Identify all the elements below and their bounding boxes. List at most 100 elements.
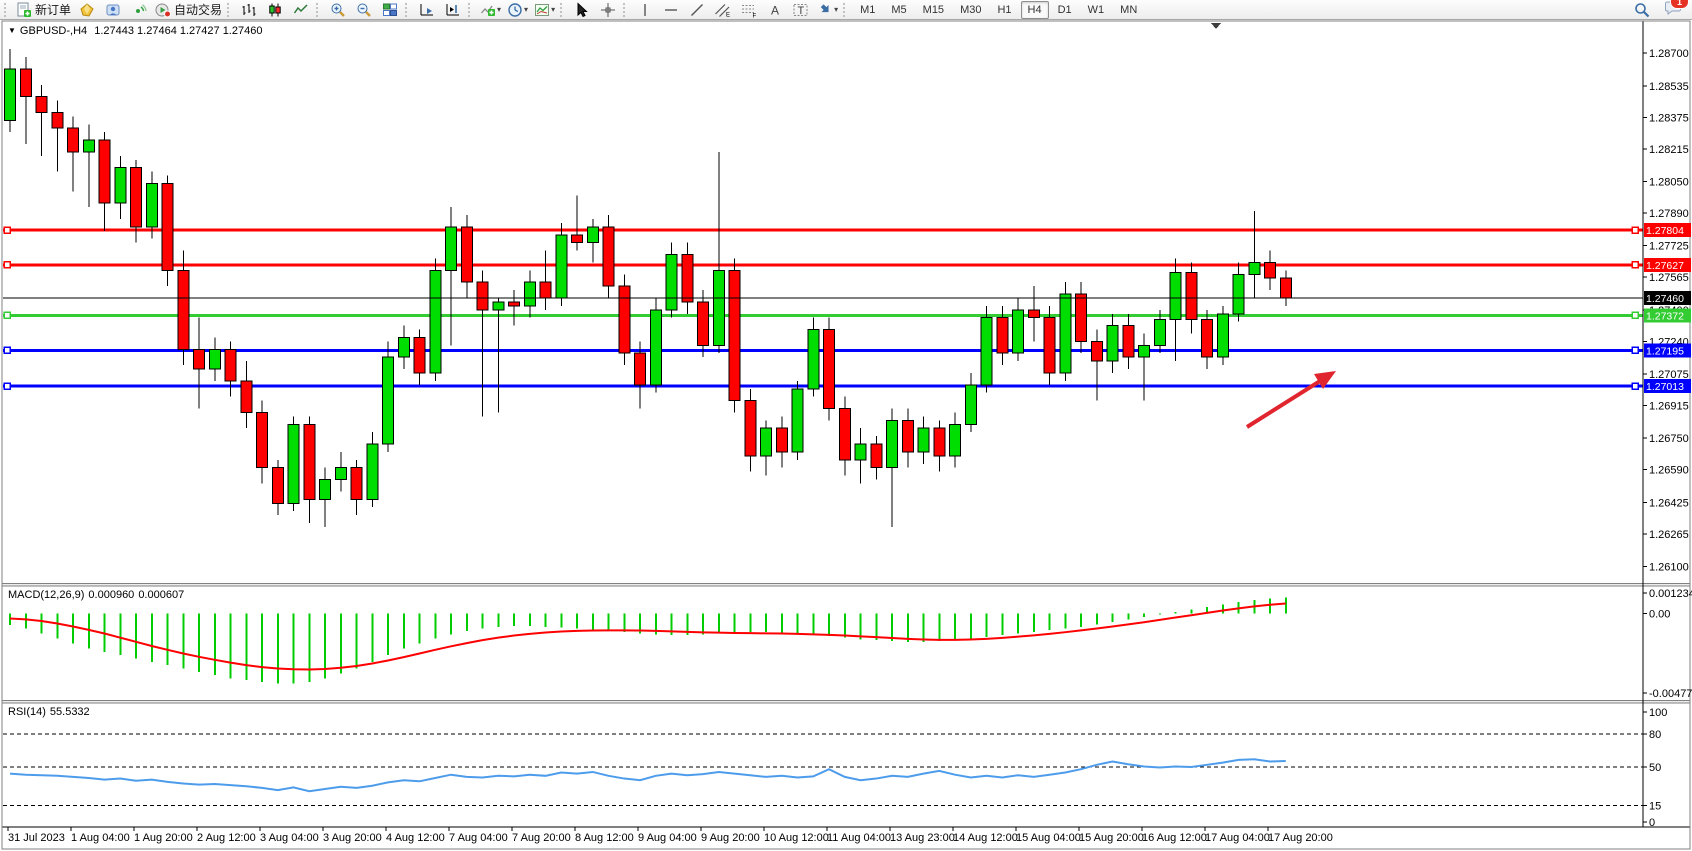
line-handle[interactable]: [1631, 311, 1639, 320]
toolbar-grip[interactable]: [468, 2, 473, 17]
line-chart-icon: [293, 2, 309, 18]
templates-button[interactable]: ▾: [531, 0, 558, 20]
time-axis-label: 3 Aug 20:00: [323, 832, 382, 844]
arrows-tool-button[interactable]: ▾: [814, 0, 841, 20]
time-axis-label: 15 Aug 04:00: [1016, 832, 1081, 844]
candle-bull: [145, 182, 158, 228]
timeframe-button-m5[interactable]: M5: [891, 3, 907, 16]
timeframe-group: M1 M5 M15 M30 H1 H4 D1 W1 MN: [852, 0, 1145, 19]
line-chart-type-button[interactable]: [288, 0, 314, 20]
line-handle[interactable]: [3, 382, 11, 390]
toolbar-grip[interactable]: [843, 2, 848, 17]
equidistant-channel-tool-button[interactable]: E: [710, 0, 736, 20]
timeframe-button-m15[interactable]: M15: [922, 3, 945, 16]
chart-shift-marker[interactable]: [1211, 23, 1221, 29]
line-handle[interactable]: [1631, 261, 1639, 269]
dropdown-arrow-icon: ▾: [551, 5, 556, 14]
cursor-tool-button[interactable]: [569, 0, 595, 20]
timeframe-button-m1[interactable]: M1: [860, 3, 876, 16]
timeframe-button-m30[interactable]: M30: [960, 3, 982, 16]
toolbar-grip[interactable]: [227, 2, 232, 17]
candle-bear: [681, 254, 694, 303]
candle-bear: [1090, 340, 1103, 362]
dropdown-arrow-icon: ▾: [524, 5, 529, 14]
line-handle[interactable]: [1631, 346, 1639, 355]
trend-arrow-head[interactable]: [1314, 371, 1336, 389]
candle-bear: [1075, 293, 1087, 342]
toolbar-grip[interactable]: [405, 2, 410, 17]
chart-window-frame: [1, 20, 1691, 850]
macd-label: MACD(12,26,9): [8, 589, 85, 601]
line-handle[interactable]: [3, 226, 11, 234]
line-handle[interactable]: [1631, 226, 1639, 234]
periods-button[interactable]: ▾: [504, 0, 531, 20]
horizontal-line-tool-button[interactable]: [658, 0, 684, 20]
candle-bear: [996, 317, 1009, 354]
dropdown-arrow-icon: ▾: [834, 5, 839, 14]
candle-bull: [807, 329, 820, 390]
line-handle[interactable]: [3, 311, 11, 320]
navigator-button[interactable]: [100, 0, 126, 20]
price-badge: [1644, 290, 1691, 305]
candle-bear: [1279, 277, 1292, 299]
timeframe-button-h4[interactable]: H4: [1020, 0, 1049, 19]
candle-bull: [886, 419, 898, 469]
candle-bear: [838, 408, 851, 461]
signals-button[interactable]: [126, 0, 152, 20]
zoom-out-button[interactable]: [351, 0, 377, 20]
time-axis-label: 9 Aug 20:00: [701, 832, 760, 844]
new-order-button[interactable]: 新订单: [13, 0, 74, 20]
fibonacci-tool-button[interactable]: F: [736, 0, 762, 20]
search-icon: [1634, 2, 1650, 18]
toolbar-grip[interactable]: [316, 2, 321, 17]
candlestick-type-button[interactable]: [262, 0, 288, 20]
toolbar-grip[interactable]: [560, 2, 565, 17]
market-watch-button[interactable]: [74, 0, 100, 20]
timeframe-button-w1[interactable]: W1: [1087, 3, 1105, 16]
timeframe-button-h1[interactable]: H1: [997, 3, 1012, 16]
price-tick-label: 1.28215: [1649, 144, 1689, 156]
candle-bear: [240, 380, 253, 413]
vertical-line-icon: [638, 2, 652, 18]
candle-bull: [334, 467, 347, 481]
time-axis-label: 7 Aug 20:00: [512, 832, 571, 844]
one-click-menu-arrow[interactable]: ▼: [8, 26, 16, 35]
candle-bull: [760, 427, 772, 457]
template-chart-icon: [534, 2, 550, 18]
timeframe-button-mn[interactable]: MN: [1120, 3, 1138, 16]
trendline-tool-button[interactable]: [684, 0, 710, 20]
timeframe-button-d1[interactable]: D1: [1057, 3, 1072, 16]
text-tool-button[interactable]: A: [762, 0, 788, 20]
text-label-tool-button[interactable]: T: [788, 0, 814, 20]
autotrading-button[interactable]: 自动交易: [152, 0, 225, 20]
zoom-in-button[interactable]: [325, 0, 351, 20]
panel-splitter[interactable]: [2, 583, 1690, 587]
tile-windows-button[interactable]: [377, 0, 403, 20]
rsi-axis-label: 50: [1649, 762, 1661, 774]
indicators-icon: [480, 2, 496, 18]
price-badge-label: 1.27013: [1646, 381, 1684, 393]
bar-chart-type-button[interactable]: [236, 0, 262, 20]
candle-bull: [586, 226, 599, 244]
zoom-out-icon: [356, 2, 372, 18]
line-handle[interactable]: [3, 261, 11, 269]
auto-scroll-button[interactable]: [414, 0, 440, 20]
trend-arrow-line[interactable]: [1245, 379, 1322, 429]
toolbar-grip[interactable]: [4, 2, 9, 17]
toolbar-grip[interactable]: [623, 2, 628, 17]
vertical-line-tool-button[interactable]: [632, 0, 658, 20]
line-handle[interactable]: [3, 346, 11, 355]
candle-bear: [161, 182, 174, 271]
notifications-button[interactable]: 1: [1665, 0, 1689, 20]
line-handle[interactable]: [1631, 382, 1639, 390]
candle-bull: [1106, 325, 1119, 362]
chart-symbol-header[interactable]: ▼ GBPUSD-,H4 1.27443 1.27464 1.27427 1.27…: [8, 25, 266, 37]
crosshair-tool-button[interactable]: [595, 0, 621, 20]
chart-shift-button[interactable]: [440, 0, 466, 20]
candle-bull: [492, 301, 505, 311]
price-tick-label: 1.26590: [1649, 465, 1689, 477]
panel-splitter[interactable]: [2, 700, 1690, 704]
indicators-button[interactable]: ▾: [477, 0, 504, 20]
search-button[interactable]: [1629, 0, 1655, 20]
